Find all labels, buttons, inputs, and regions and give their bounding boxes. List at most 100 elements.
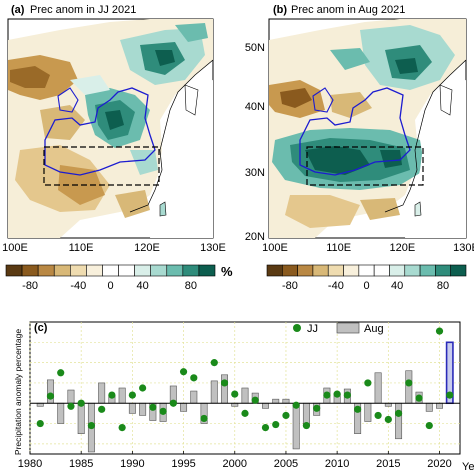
jj-marker-2014 xyxy=(374,411,382,420)
jj-marker-2008 xyxy=(313,404,321,412)
jj-marker-1991 xyxy=(139,384,147,392)
aug-bar-1985 xyxy=(77,402,85,434)
map-y-tick-label: 50N xyxy=(245,42,265,54)
jj-marker-2019 xyxy=(425,421,433,430)
legend-jj-label: JJ xyxy=(307,323,318,335)
x-tick-label: 2010 xyxy=(325,458,349,470)
panel-a-map: (a) Prec anom in JJ 2021 xyxy=(7,4,214,239)
aug-bar-1989 xyxy=(118,387,126,404)
jj-marker-2000 xyxy=(231,390,239,398)
panel-c-label: (c) xyxy=(34,322,48,334)
colorbar-tick-label: 0 xyxy=(363,280,369,292)
map-x-tick-label: 130E xyxy=(453,242,474,254)
x-tick-label: 2015 xyxy=(376,458,400,470)
panel-c-jj-markers xyxy=(36,327,454,432)
jj-marker-2012 xyxy=(354,405,362,413)
aug-bar-1999 xyxy=(221,374,228,404)
jj-marker-2004 xyxy=(272,420,280,429)
map-y-tick-label: 20N xyxy=(245,231,265,243)
aug-bar-2017 xyxy=(405,370,413,404)
panel-a-label: (a) xyxy=(11,4,25,16)
jj-marker-2001 xyxy=(241,409,249,417)
jj-marker-2010 xyxy=(333,390,341,398)
colorbar-swatch xyxy=(102,264,119,277)
jj-marker-1992 xyxy=(149,403,157,411)
colorbar-swatch xyxy=(118,264,135,277)
colorbar-swatch xyxy=(358,264,375,277)
x-tick-label: 1995 xyxy=(171,458,195,470)
colorbar-swatch xyxy=(21,264,39,277)
jj-marker-2006 xyxy=(292,401,300,409)
jj-marker-1999 xyxy=(220,379,229,387)
colorbar-swatch xyxy=(419,264,436,277)
map-x-tick-label: 120E xyxy=(389,242,415,254)
aug-bar-1987 xyxy=(98,382,106,404)
panel-b-dashed-box xyxy=(306,146,424,186)
colorbar-swatch xyxy=(166,264,184,277)
jj-marker-2017 xyxy=(405,379,413,387)
colorbar-tick-label: -40 xyxy=(328,280,344,292)
x-tick-label: 1980 xyxy=(18,458,42,470)
panel-c-legend: JJ Aug xyxy=(293,322,384,335)
aug-bar-2006 xyxy=(292,402,300,450)
x-tick-label: 1985 xyxy=(69,458,93,470)
aug-bar-1990 xyxy=(128,402,136,414)
map-x-tick-label: 100E xyxy=(262,242,288,254)
colorbar-tick-label: -80 xyxy=(22,280,38,292)
aug-bar-2004 xyxy=(272,398,280,404)
aug-bar-2001 xyxy=(241,387,249,404)
colorbar-swatch xyxy=(343,264,360,277)
panel-b-map: (b) Prec anom in Aug 2021 xyxy=(268,4,467,239)
jj-marker-2016 xyxy=(394,409,403,417)
panel-b-y-ticks: 50N 40N 30N 20N xyxy=(245,42,265,243)
panel-b-basin-boundary xyxy=(299,87,411,176)
map-y-tick-label: 30N xyxy=(245,167,265,179)
aug-bar-2020 xyxy=(436,402,443,409)
jj-marker-1988 xyxy=(108,391,116,399)
colorbar-swatch xyxy=(282,264,298,277)
panel-a-title: Prec anom in JJ 2021 xyxy=(30,4,136,16)
aug-bar-1991 xyxy=(139,402,147,416)
jj-marker-2018 xyxy=(415,394,423,402)
x-tick-label: 2000 xyxy=(223,458,247,470)
map-x-tick-label: 120E xyxy=(134,242,160,254)
jj-marker-1983 xyxy=(57,369,65,377)
aug-bar-1996 xyxy=(190,390,198,404)
colorbar-swatch xyxy=(53,264,71,277)
aug-bar-2003 xyxy=(262,402,269,409)
colorbar-swatch xyxy=(404,264,421,277)
jj-marker-2005 xyxy=(282,411,290,420)
colorbar-tick-label: 40 xyxy=(391,280,403,292)
colorbar-tick-label: 80 xyxy=(437,280,449,292)
jj-marker-2002 xyxy=(251,396,259,404)
aug-bar-1998 xyxy=(210,380,218,404)
aug-bar-1984 xyxy=(67,389,75,404)
map-x-tick-label: 110E xyxy=(326,242,351,254)
colorbar-tick-label: -40 xyxy=(70,280,86,292)
panel-b-colorbar: -80 -40 0 40 80 xyxy=(266,264,467,292)
aug-bar-1995 xyxy=(180,402,188,412)
jj-marker-1981 xyxy=(36,419,44,428)
aug-bar-1983 xyxy=(57,402,65,424)
panel-b-x-ticks: 100E 110E 120E 130E xyxy=(262,242,474,254)
panel-b-title: Prec anom in Aug 2021 xyxy=(291,4,405,16)
panel-c-ylabel: Precipitation anomaly percentage xyxy=(13,329,23,455)
colorbar-swatch xyxy=(435,264,451,277)
panel-b-label: (b) xyxy=(273,4,287,16)
colorbar-swatch xyxy=(297,264,314,277)
jj-marker-1982 xyxy=(46,392,55,400)
colorbar-swatch xyxy=(37,264,55,277)
panel-a-basin-boundary xyxy=(44,87,156,176)
panel-c-xlabel: Year xyxy=(462,461,474,473)
x-tick-label: 2020 xyxy=(427,458,451,470)
colorbar-unit: % xyxy=(221,264,233,279)
legend-aug-label: Aug xyxy=(364,323,384,335)
jj-marker-2009 xyxy=(323,391,331,399)
jj-marker-1994 xyxy=(169,399,177,407)
colorbar-swatch xyxy=(134,264,151,277)
jj-marker-1986 xyxy=(87,421,96,430)
jj-marker-2015 xyxy=(384,415,392,424)
jj-marker-1997 xyxy=(200,414,208,423)
map-x-tick-label: 110E xyxy=(69,242,94,254)
